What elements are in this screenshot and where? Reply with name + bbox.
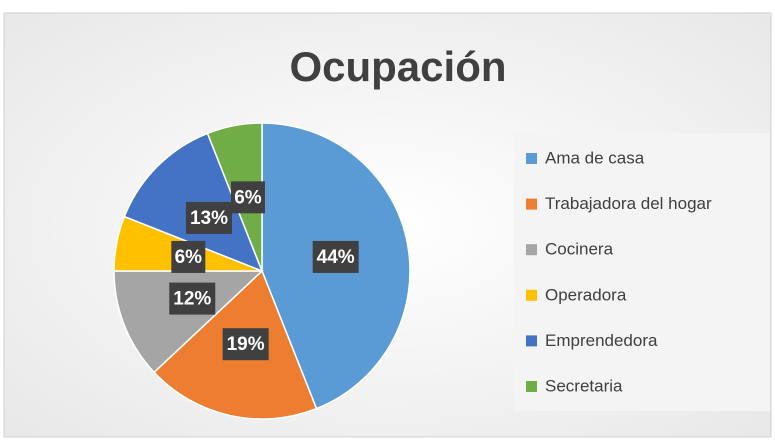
data-label: 6% [234, 187, 262, 208]
data-label: 19% [227, 334, 265, 355]
legend-label: Operadora [545, 285, 627, 304]
legend-swatch [526, 153, 537, 164]
legend-swatch [526, 198, 537, 210]
legend-swatch [526, 381, 537, 392]
data-label-box [312, 240, 359, 273]
chart-title: Ocupación [289, 43, 506, 90]
data-label-box [222, 328, 269, 361]
legend-box [514, 133, 770, 411]
legend-label: Ama de casa [545, 148, 645, 167]
legend-label: Trabajadora del hogar [545, 194, 712, 213]
legend-swatch [526, 289, 537, 301]
data-label: 13% [190, 208, 228, 229]
legend-label: Emprendedora [545, 331, 658, 350]
legend-swatch [526, 244, 537, 256]
pie-slice [113, 270, 264, 374]
data-label-box [185, 201, 232, 234]
data-label-box [169, 282, 216, 315]
legend-label: Cocinera [545, 240, 614, 259]
data-label-box [171, 240, 206, 273]
data-label-box [230, 181, 265, 214]
legend-swatch [526, 335, 537, 347]
data-label: 12% [173, 289, 211, 310]
data-label: 6% [175, 247, 203, 268]
data-label: 44% [317, 247, 355, 268]
legend-label: Secretaria [545, 376, 623, 395]
